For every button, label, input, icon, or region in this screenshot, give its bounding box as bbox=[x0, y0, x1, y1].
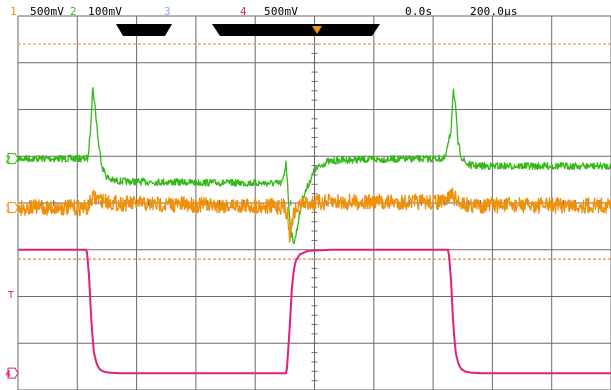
channel-markers: 2 1 4 T bbox=[5, 153, 19, 380]
ch1-marker-arrow bbox=[7, 202, 19, 214]
ch1-scale[interactable]: 500mV bbox=[30, 5, 65, 18]
horizontal-cursors bbox=[18, 43, 611, 260]
ch2-marker-label: 2 bbox=[5, 155, 11, 166]
memory-segment-right bbox=[212, 24, 380, 36]
timebase-scale[interactable]: 200.0µs bbox=[470, 5, 518, 18]
ch2-scale[interactable]: 100mV bbox=[88, 5, 123, 18]
trigger-level-label: T bbox=[8, 290, 14, 301]
ch2-marker-arrow bbox=[7, 153, 19, 165]
ch2-number[interactable]: 2 bbox=[70, 5, 77, 18]
trigger-delay[interactable]: 0.0s bbox=[405, 5, 433, 18]
ch1-marker-label: 1 bbox=[5, 204, 11, 215]
memory-position-bar bbox=[116, 24, 380, 36]
ch4-marker-label: 4 bbox=[5, 369, 11, 380]
ch1-number[interactable]: 1 bbox=[10, 5, 17, 18]
trigger-position-marker bbox=[312, 26, 322, 34]
waveform-traces bbox=[17, 87, 611, 375]
channel-header-bar: 1 500mV 2 100mV 3 4 500mV 0.0s 200.0µs bbox=[0, 0, 611, 24]
ch1-trace bbox=[17, 187, 611, 243]
memory-segment-left bbox=[116, 24, 172, 36]
ch4-marker-arrow bbox=[7, 367, 19, 379]
ch3-number[interactable]: 3 bbox=[164, 5, 171, 18]
ch4-number[interactable]: 4 bbox=[240, 5, 247, 18]
ch4-trace bbox=[18, 248, 611, 375]
ch4-scale[interactable]: 500mV bbox=[264, 5, 299, 18]
ch2-trace bbox=[17, 87, 611, 245]
